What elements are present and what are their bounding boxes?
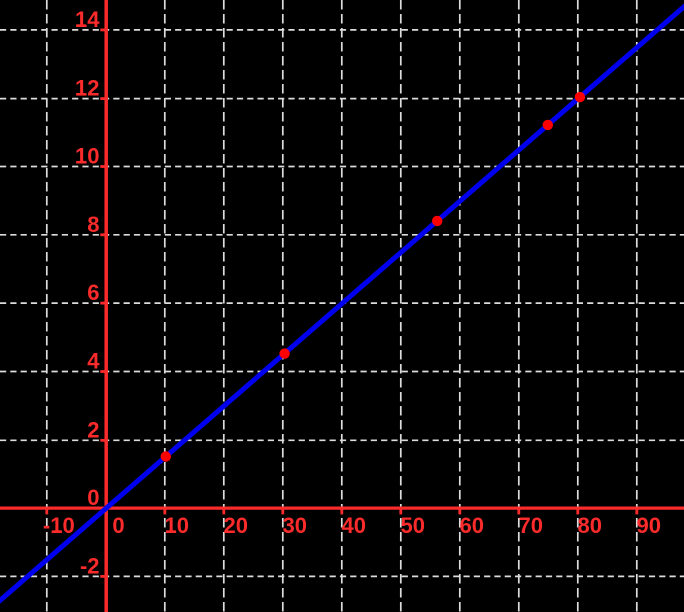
svg-text:30: 30: [283, 513, 307, 538]
svg-text:80: 80: [578, 513, 602, 538]
svg-text:90: 90: [637, 513, 661, 538]
svg-text:0: 0: [87, 485, 99, 510]
svg-text:14: 14: [75, 7, 100, 32]
svg-text:6: 6: [87, 280, 99, 305]
svg-text:50: 50: [401, 513, 425, 538]
svg-text:4: 4: [87, 349, 100, 374]
svg-text:10: 10: [75, 144, 99, 169]
svg-text:2: 2: [87, 417, 99, 442]
svg-text:0: 0: [112, 513, 124, 538]
svg-text:60: 60: [460, 513, 484, 538]
svg-text:40: 40: [342, 513, 366, 538]
svg-text:10: 10: [165, 513, 189, 538]
svg-text:20: 20: [224, 513, 248, 538]
svg-text:8: 8: [87, 212, 99, 237]
svg-text:-2: -2: [80, 553, 100, 578]
svg-text:70: 70: [519, 513, 543, 538]
svg-text:12: 12: [75, 76, 99, 101]
svg-text:-10: -10: [43, 513, 75, 538]
